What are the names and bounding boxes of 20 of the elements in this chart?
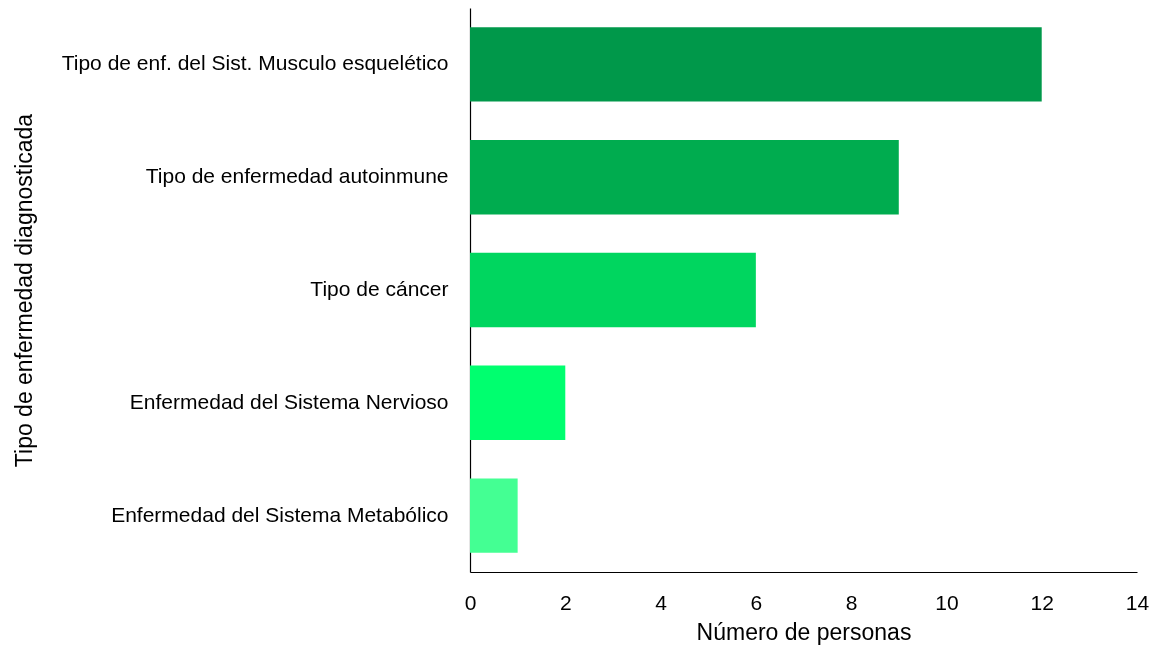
- x-tick-label: 4: [655, 590, 668, 614]
- y-tick-label: Tipo de cáncer: [310, 277, 449, 300]
- x-tick-label: 0: [464, 590, 477, 614]
- bar: [470, 139, 899, 215]
- y-tick-label: Tipo de enf. del Sist. Musculo esquelético: [61, 51, 449, 75]
- y-axis-title: Tipo de enfermedad diagnosticada: [10, 113, 37, 468]
- y-tick-label: Enfermedad del Sistema Nervioso: [129, 389, 449, 413]
- bar: [470, 478, 518, 553]
- x-tick-label: 8: [845, 590, 858, 614]
- y-tick-label: Enfermedad del Sistema Metabólico: [111, 502, 449, 526]
- x-tick-label: 10: [935, 590, 959, 614]
- x-axis-title: Número de personas: [696, 618, 912, 645]
- bar: [470, 365, 566, 441]
- x-tick-label: 14: [1125, 590, 1150, 614]
- y-tick-label: Tipo de enfermedad autoinmune: [145, 164, 449, 188]
- x-tick-label: 6: [750, 590, 763, 614]
- bar: [470, 27, 1042, 102]
- x-tick-label: 2: [559, 590, 572, 614]
- x-tick-label: 12: [1030, 590, 1054, 614]
- bar: [470, 252, 756, 328]
